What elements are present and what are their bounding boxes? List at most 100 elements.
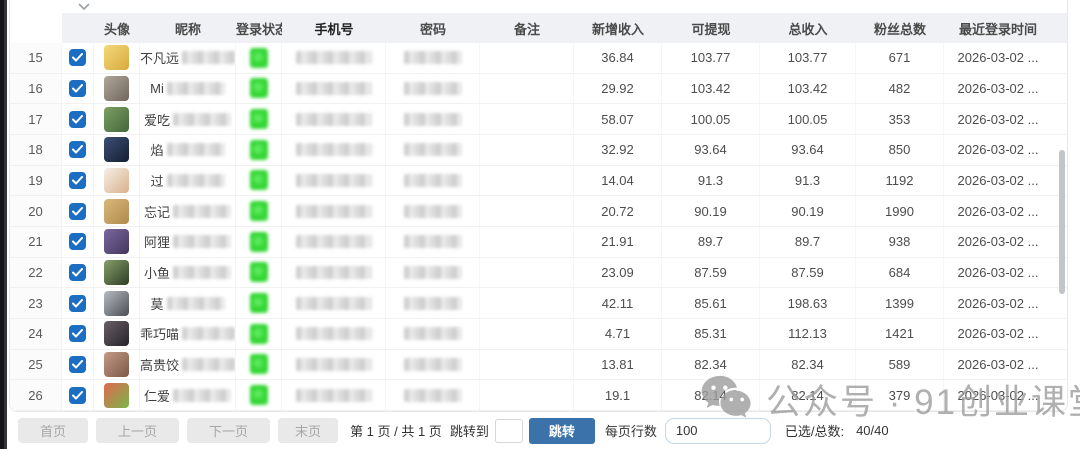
avatar (104, 167, 129, 193)
online-status-badge (249, 78, 268, 99)
row-checkbox-cell (62, 318, 94, 349)
last-login-cell: 2026-03-02 ... (957, 80, 1039, 96)
new-income-cell: 29.92 (574, 73, 662, 104)
total-income-cell: 89.7 (760, 226, 856, 257)
remark-cell (480, 380, 574, 410)
password-blurred (403, 296, 462, 310)
row-number: 19 (10, 165, 62, 196)
password-cell (386, 257, 480, 288)
nickname-blurred (182, 357, 235, 371)
withdrawable-cell: 85.31 (662, 318, 760, 349)
row-number: 22 (10, 257, 62, 288)
nickname-cell: Mi (140, 73, 236, 104)
nickname-blurred (173, 112, 231, 126)
col-header-fans[interactable]: 粉丝总数 (873, 21, 926, 37)
table-row: 25 高贵饺 13.81 82.34 82.34 589 2026 (10, 349, 1067, 381)
online-status-badge (249, 47, 268, 68)
withdrawable-cell: 91.3 (662, 165, 760, 196)
row-checkbox[interactable] (69, 171, 86, 189)
col-header-password[interactable]: 密码 (419, 21, 446, 37)
col-header-remark[interactable]: 备注 (513, 21, 540, 37)
online-status-badge (249, 354, 268, 375)
remark-cell (480, 226, 574, 257)
row-checkbox[interactable] (69, 355, 86, 373)
table-row: 17 爱吃 58.07 100.05 100.05 353 202 (10, 104, 1067, 135)
row-checkbox[interactable] (69, 294, 86, 312)
col-header-withdrawable[interactable]: 可提现 (691, 21, 731, 37)
fans-cell: 1990 (856, 196, 944, 226)
rows-per-page-input[interactable] (664, 417, 771, 444)
last-page-button[interactable]: 末页 (278, 418, 339, 443)
online-status-badge (249, 385, 268, 406)
row-checkbox[interactable] (69, 325, 86, 343)
nickname-blurred (166, 143, 225, 157)
prev-page-button[interactable]: 上一页 (96, 418, 180, 443)
password-cell (386, 349, 480, 380)
row-checkbox[interactable] (69, 202, 86, 220)
nickname-text: 过 (150, 173, 164, 189)
phone-blurred (295, 81, 372, 95)
chevron-down-icon[interactable] (76, 1, 92, 11)
nickname-text: 小鱼 (143, 265, 170, 281)
online-status-badge (249, 201, 268, 222)
last-login-cell: 2026-03-02 ... (957, 387, 1039, 403)
row-number: 17 (10, 104, 62, 134)
avatar-cell (94, 196, 140, 226)
nickname-cell: 阿狸 (140, 226, 236, 257)
password-cell (386, 196, 480, 226)
row-checkbox-cell (62, 43, 94, 73)
row-number: 18 (10, 134, 62, 165)
scrollbar-thumb[interactable] (1059, 150, 1065, 294)
phone-cell (282, 349, 386, 380)
row-checkbox[interactable] (69, 386, 86, 404)
col-header-new_income[interactable]: 新增收入 (591, 21, 644, 37)
selected-total-value: 40/40 (856, 423, 889, 438)
col-header-num[interactable] (10, 13, 62, 43)
row-checkbox[interactable] (69, 49, 86, 67)
last-login-cell: 2026-03-02 ... (957, 356, 1039, 372)
total-income-cell: 198.63 (760, 288, 856, 318)
jump-button[interactable]: 跳转 (528, 417, 595, 444)
table-row: 19 过 14.04 91.3 91.3 1192 2026-03 (10, 165, 1067, 197)
row-checkbox[interactable] (69, 79, 86, 97)
fans-cell: 1399 (856, 288, 944, 318)
avatar-cell (94, 226, 140, 257)
col-header-phone[interactable]: 手机号 (314, 21, 354, 37)
col-header-avatar[interactable]: 头像 (103, 21, 130, 37)
total-income-cell: 93.64 (760, 134, 856, 165)
phone-cell (282, 380, 386, 410)
password-cell (386, 226, 480, 257)
avatar-cell (94, 288, 140, 318)
jump-page-input[interactable] (494, 418, 523, 443)
password-cell (386, 165, 480, 196)
last-login-cell: 2026-03-02 ... (957, 234, 1039, 250)
vertical-scrollbar[interactable] (1057, 46, 1065, 406)
avatar-cell (94, 73, 140, 104)
row-number: 15 (10, 43, 62, 73)
first-page-button[interactable]: 首页 (18, 418, 89, 443)
row-checkbox[interactable] (69, 141, 86, 159)
row-checkbox[interactable] (69, 110, 86, 128)
password-blurred (403, 327, 462, 341)
total-income-cell: 87.59 (760, 257, 856, 288)
last-login-cell: 2026-03-02 ... (957, 50, 1039, 66)
col-header-status[interactable]: 登录状态 (236, 21, 282, 37)
jump-to-label: 跳转到 (449, 424, 489, 439)
col-header-total_income[interactable]: 总收入 (788, 21, 828, 37)
password-blurred (403, 143, 462, 157)
last-login-cell: 2026-03-02 ... (957, 111, 1039, 127)
col-header-last_login[interactable]: 最近登录时间 (958, 21, 1037, 37)
next-page-button[interactable]: 下一页 (187, 418, 271, 443)
row-checkbox[interactable] (69, 233, 86, 251)
new-income-cell: 13.81 (574, 349, 662, 380)
nickname-blurred (173, 388, 231, 402)
row-number: 20 (10, 196, 62, 226)
new-income-cell: 21.91 (574, 226, 662, 257)
last-login-cell: 2026-03-02 ... (957, 203, 1039, 219)
row-checkbox[interactable] (69, 263, 86, 281)
col-header-nickname[interactable]: 昵称 (174, 21, 201, 37)
last-login-cell: 2026-03-02 ... (957, 142, 1039, 158)
password-blurred (403, 51, 462, 65)
password-cell (386, 288, 480, 318)
